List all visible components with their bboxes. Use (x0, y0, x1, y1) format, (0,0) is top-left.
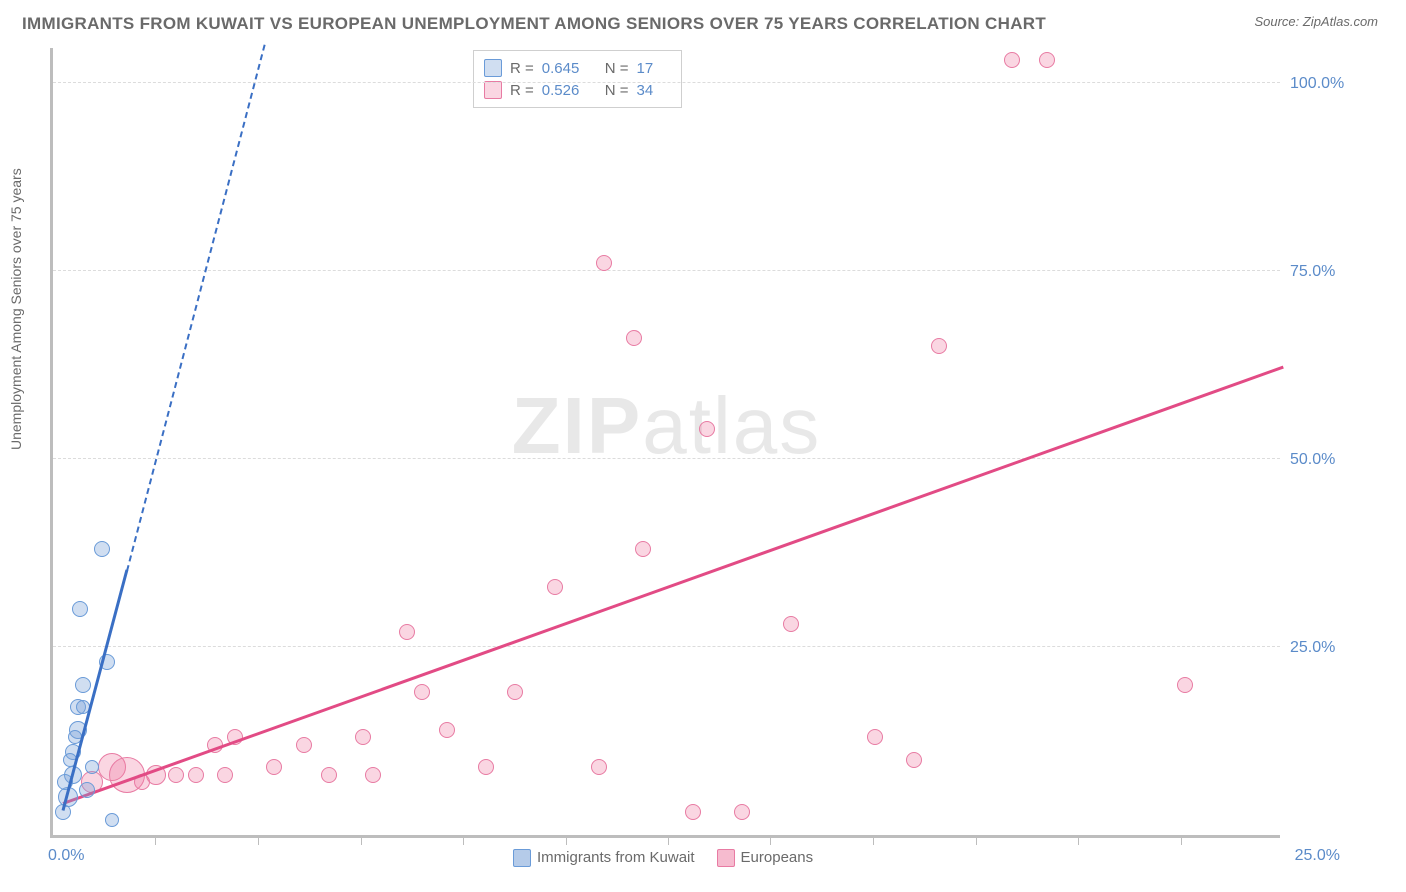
data-point (321, 767, 337, 783)
xmax-tick-label: 25.0% (1295, 847, 1340, 865)
data-point (414, 684, 430, 700)
data-point (931, 338, 947, 354)
data-point (85, 760, 99, 774)
data-point (699, 421, 715, 437)
data-point (626, 330, 642, 346)
gridline (53, 270, 1280, 271)
data-point (685, 804, 701, 820)
n-label: N = (605, 82, 629, 99)
origin-tick-label: 0.0% (48, 847, 84, 865)
correlation-legend: R = 0.645 N = 17 R = 0.526 N = 34 (473, 50, 682, 108)
r-label: R = (510, 82, 534, 99)
gridline (53, 82, 1280, 83)
data-point (596, 255, 612, 271)
y-tick-label: 50.0% (1290, 451, 1360, 469)
source-attribution: Source: ZipAtlas.com (1254, 14, 1378, 29)
x-tick (1181, 835, 1182, 845)
r-label: R = (510, 60, 534, 77)
legend-series-label: Europeans (741, 849, 814, 866)
y-axis-label: Unemployment Among Seniors over 75 years (8, 168, 24, 450)
data-point (266, 759, 282, 775)
data-point (355, 729, 371, 745)
data-point (1177, 677, 1193, 693)
data-point (72, 601, 88, 617)
data-point (547, 579, 563, 595)
gridline (53, 458, 1280, 459)
data-point (734, 804, 750, 820)
data-point (439, 722, 455, 738)
data-point (507, 684, 523, 700)
legend-series-label: Immigrants from Kuwait (537, 849, 695, 866)
legend-swatch (717, 849, 735, 867)
r-value: 0.645 (542, 60, 597, 77)
y-tick-label: 25.0% (1290, 639, 1360, 657)
data-point (783, 616, 799, 632)
x-tick (361, 835, 362, 845)
data-point (399, 624, 415, 640)
data-point (296, 737, 312, 753)
legend-correlation-row: R = 0.645 N = 17 (484, 57, 667, 79)
data-point (1039, 52, 1055, 68)
trend-line (62, 366, 1283, 805)
data-point (217, 767, 233, 783)
data-point (168, 767, 184, 783)
watermark-zip: ZIP (512, 381, 642, 470)
trend-line-dashed (126, 44, 266, 571)
series-legend: Immigrants from Kuwait Europeans (513, 849, 813, 867)
data-point (188, 767, 204, 783)
n-label: N = (605, 60, 629, 77)
n-value: 34 (637, 82, 667, 99)
data-point (365, 767, 381, 783)
y-tick-label: 100.0% (1290, 75, 1360, 93)
r-value: 0.526 (542, 82, 597, 99)
data-point (591, 759, 607, 775)
data-point (867, 729, 883, 745)
legend-swatch (484, 81, 502, 99)
x-tick (566, 835, 567, 845)
data-point (1004, 52, 1020, 68)
legend-swatch (484, 59, 502, 77)
legend-swatch (513, 849, 531, 867)
data-point (94, 541, 110, 557)
x-tick (668, 835, 669, 845)
x-tick (258, 835, 259, 845)
gridline (53, 646, 1280, 647)
chart-title: IMMIGRANTS FROM KUWAIT VS EUROPEAN UNEMP… (22, 14, 1046, 34)
x-tick (1078, 835, 1079, 845)
x-tick (770, 835, 771, 845)
scatter-plot: ZIPatlas R =0.645N =17R =0.526N =34 Immi… (50, 48, 1280, 838)
x-tick (976, 835, 977, 845)
y-tick-label: 75.0% (1290, 263, 1360, 281)
n-value: 17 (637, 60, 667, 77)
x-tick (463, 835, 464, 845)
data-point (906, 752, 922, 768)
data-point (478, 759, 494, 775)
data-point (75, 677, 91, 693)
x-tick (155, 835, 156, 845)
data-point (79, 782, 95, 798)
data-point (105, 813, 119, 827)
data-point (635, 541, 651, 557)
watermark-atlas: atlas (642, 381, 821, 470)
legend-series-item: Europeans (717, 849, 814, 867)
x-tick (873, 835, 874, 845)
legend-series-item: Immigrants from Kuwait (513, 849, 695, 867)
